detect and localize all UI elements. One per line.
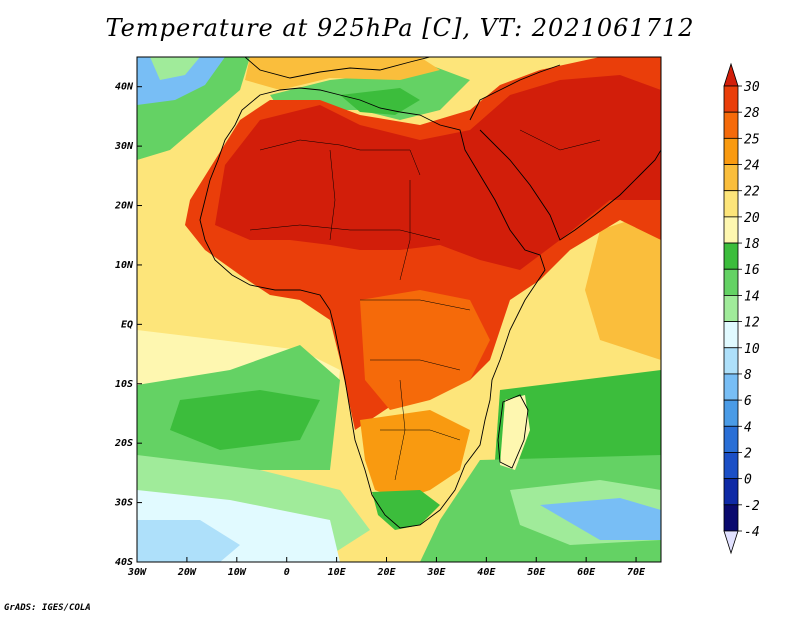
border-line bbox=[399, 180, 411, 281]
colorbar-label: 12 bbox=[744, 316, 760, 331]
colorbar-label: 4 bbox=[744, 420, 752, 435]
colorbar-box bbox=[723, 504, 739, 532]
y-tick-label: 40S bbox=[115, 557, 133, 568]
x-tick-label: 70E bbox=[627, 567, 646, 578]
border-line bbox=[380, 429, 461, 441]
x-tick-label: 20W bbox=[177, 567, 197, 578]
y-tick-label: 20N bbox=[114, 201, 134, 212]
southern-ocean-blue-field bbox=[137, 520, 240, 562]
europe-coastline bbox=[244, 57, 431, 79]
colorbar-box bbox=[723, 425, 739, 453]
levant-coastline bbox=[469, 64, 561, 121]
coastlines bbox=[199, 57, 661, 529]
colorbar-box bbox=[723, 111, 739, 139]
x-tick-label: 0 bbox=[284, 567, 290, 578]
border-line bbox=[519, 129, 601, 151]
colorbar-box bbox=[723, 216, 739, 244]
europe-field bbox=[245, 57, 440, 90]
y-tick-label: 20S bbox=[114, 438, 133, 449]
madagascar-coastline bbox=[497, 394, 529, 469]
x-tick-label: 10E bbox=[328, 567, 347, 578]
colorbar-box bbox=[723, 190, 739, 218]
colorbar-box bbox=[723, 373, 739, 401]
colorbar-box bbox=[723, 295, 739, 322]
colorbar-box bbox=[723, 399, 739, 427]
arabia-coastline bbox=[479, 129, 661, 241]
y-tick-label: EQ bbox=[121, 319, 133, 330]
colorbar-label: 8 bbox=[744, 368, 752, 383]
map-frame bbox=[136, 56, 662, 563]
credit-text: GrADS: IGES/COLA bbox=[4, 603, 91, 613]
x-tick-label: 30E bbox=[426, 567, 446, 578]
colorbar-label: -2 bbox=[744, 499, 760, 514]
y-tick-label: 10N bbox=[115, 260, 134, 271]
colorbar-box bbox=[723, 452, 739, 480]
x-tick-label: 20E bbox=[376, 567, 396, 578]
colorbar-label: 10 bbox=[744, 342, 760, 357]
colorbar-label: 2 bbox=[744, 446, 752, 461]
border-line bbox=[259, 139, 421, 176]
map-plot-area bbox=[137, 57, 661, 562]
sahara-arabia-hot-field bbox=[215, 75, 661, 270]
x-tick-label: 40E bbox=[477, 567, 496, 578]
colorbar-label: 6 bbox=[744, 394, 752, 409]
colorbar-box bbox=[723, 242, 739, 270]
colorbar-box bbox=[723, 85, 739, 113]
africa-coastline bbox=[199, 87, 546, 529]
colorbar-label: 16 bbox=[744, 263, 760, 278]
colorbar-label: 28 bbox=[744, 106, 760, 121]
map-title: Temperature at 925hPa [C], VT: 202106171… bbox=[105, 14, 695, 42]
x-tick-label: 50E bbox=[527, 567, 546, 578]
south-atlantic-dark-green-field bbox=[170, 390, 320, 450]
arabian-sea-field bbox=[585, 210, 661, 360]
southern-africa-field bbox=[360, 410, 470, 500]
colorbar-box bbox=[723, 478, 739, 506]
colorbar-top-triangle bbox=[723, 62, 739, 87]
y-tick-label: 10S bbox=[115, 379, 133, 390]
colorbar-box bbox=[723, 321, 739, 349]
colorbar-box bbox=[723, 268, 739, 296]
colorbar-label: 25 bbox=[744, 132, 760, 147]
colorbar-label: 22 bbox=[744, 185, 760, 200]
border-line bbox=[360, 299, 471, 311]
border-line bbox=[249, 224, 441, 241]
madagascar-field bbox=[500, 395, 530, 470]
x-tick-label: 10W bbox=[228, 567, 247, 578]
border-line bbox=[370, 359, 461, 371]
colorbar-box bbox=[723, 347, 739, 375]
country-borders bbox=[249, 129, 601, 481]
x-tick-label: 60E bbox=[577, 567, 596, 578]
mediterranean-green-field bbox=[340, 88, 420, 115]
central-africa-field bbox=[360, 290, 490, 410]
border-line bbox=[329, 149, 336, 241]
colorbar-label: -4 bbox=[744, 525, 760, 540]
indian-ocean-green-field bbox=[495, 370, 661, 470]
colorbar-bottom-triangle bbox=[723, 530, 739, 555]
colorbar-label: 20 bbox=[744, 211, 760, 226]
border-line bbox=[394, 379, 406, 481]
north-atlantic-green-field bbox=[150, 57, 200, 80]
colorbar-box bbox=[723, 164, 739, 192]
colorbar-label: 30 bbox=[743, 80, 760, 95]
indian-ocean-blue-field bbox=[540, 498, 661, 540]
y-tick-label: 30S bbox=[114, 498, 133, 509]
colorbar-label: 0 bbox=[744, 473, 752, 488]
y-axis-ticks: 40N 30N 20N 10N EQ 10S 20S 30S 40S bbox=[114, 82, 142, 568]
colorbar-box bbox=[723, 137, 739, 165]
colorbar-label: 14 bbox=[744, 289, 760, 304]
colorbar-label: 18 bbox=[744, 237, 760, 252]
south-africa-cool-field bbox=[372, 490, 440, 530]
x-axis-ticks: 30W 20W 10W 0 10E 20E 30E 40E 50E 60E 70E bbox=[127, 557, 646, 578]
y-tick-label: 30N bbox=[114, 141, 134, 152]
y-tick-label: 40N bbox=[115, 82, 134, 93]
x-tick-label: 30W bbox=[127, 567, 147, 578]
colorbar-label: 24 bbox=[744, 159, 760, 174]
